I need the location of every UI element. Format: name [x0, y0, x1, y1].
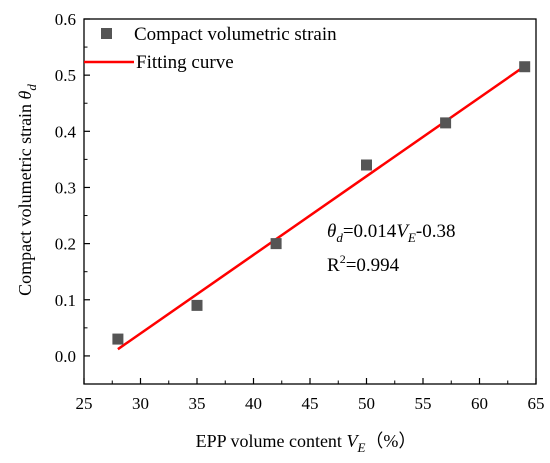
y-tick-label: 0.4 — [55, 122, 77, 141]
x-tick-label: 65 — [528, 394, 545, 413]
x-axis-title-unit: （%） — [365, 431, 416, 451]
x-tick-label: 30 — [132, 394, 149, 413]
eq-theta-sub: d — [336, 230, 343, 245]
eq-v: V — [396, 221, 410, 242]
x-tick-label: 45 — [302, 394, 319, 413]
x-tick-label: 25 — [76, 394, 93, 413]
y-axis-title: Compact volumetric strain θd — [15, 84, 39, 296]
x-tick-label: 40 — [245, 394, 262, 413]
y-tick-label: 0.1 — [55, 291, 76, 310]
fitting-curve-line — [117, 65, 526, 351]
eq-part1: =0.014 — [343, 221, 397, 242]
x-axis-title-var: V — [346, 431, 359, 451]
y-tick-label: 0.3 — [55, 178, 76, 197]
x-axis-ticks: 25 30 35 40 45 50 55 60 65 — [76, 378, 545, 413]
fit-equation: θd=0.014VE-0.38 — [327, 221, 455, 245]
series-layer — [112, 61, 531, 351]
eq-theta: θ — [327, 221, 336, 242]
legend: Compact volumetric strain Fitting curve — [84, 24, 337, 73]
plot-frame — [83, 18, 537, 385]
x-tick-label: 60 — [471, 394, 488, 413]
data-point — [519, 61, 531, 73]
x-axis-title: EPP volume content VE（%） — [196, 431, 417, 455]
legend-label-scatter: Compact volumetric strain — [134, 24, 337, 45]
y-axis-title-sub: d — [24, 84, 39, 91]
data-point — [270, 238, 282, 250]
r-squared: R2=0.994 — [327, 252, 400, 276]
data-point — [440, 117, 452, 129]
data-point — [112, 333, 124, 345]
data-point — [191, 299, 203, 311]
y-tick-label: 0.2 — [55, 235, 76, 254]
x-tick-label: 35 — [189, 394, 206, 413]
x-axis-title-sub: E — [356, 440, 365, 455]
y-axis-title-main: Compact volumetric strain — [15, 99, 35, 295]
eq-v-sub: E — [407, 230, 416, 245]
legend-marker-scatter — [101, 28, 112, 39]
y-tick-label: 0.5 — [55, 66, 76, 85]
legend-label-line: Fitting curve — [136, 52, 234, 73]
y-axis-ticks: 0.0 0.1 0.2 0.3 0.4 0.5 0.6 — [55, 10, 90, 385]
data-point — [361, 159, 372, 171]
r2-prefix: R — [327, 255, 340, 276]
x-tick-label: 50 — [358, 394, 375, 413]
eq-part2: -0.38 — [416, 221, 456, 242]
y-tick-label: 0.0 — [55, 347, 76, 366]
y-tick-label: 0.6 — [55, 10, 76, 29]
r2-sup: 2 — [340, 252, 346, 266]
annotations: θd=0.014VE-0.38 R2=0.994 — [327, 221, 455, 276]
x-axis-title-main: EPP volume content — [196, 431, 347, 451]
r2-value: =0.994 — [346, 255, 400, 276]
y-axis-title-var: θ — [15, 90, 35, 99]
x-tick-label: 55 — [415, 394, 432, 413]
